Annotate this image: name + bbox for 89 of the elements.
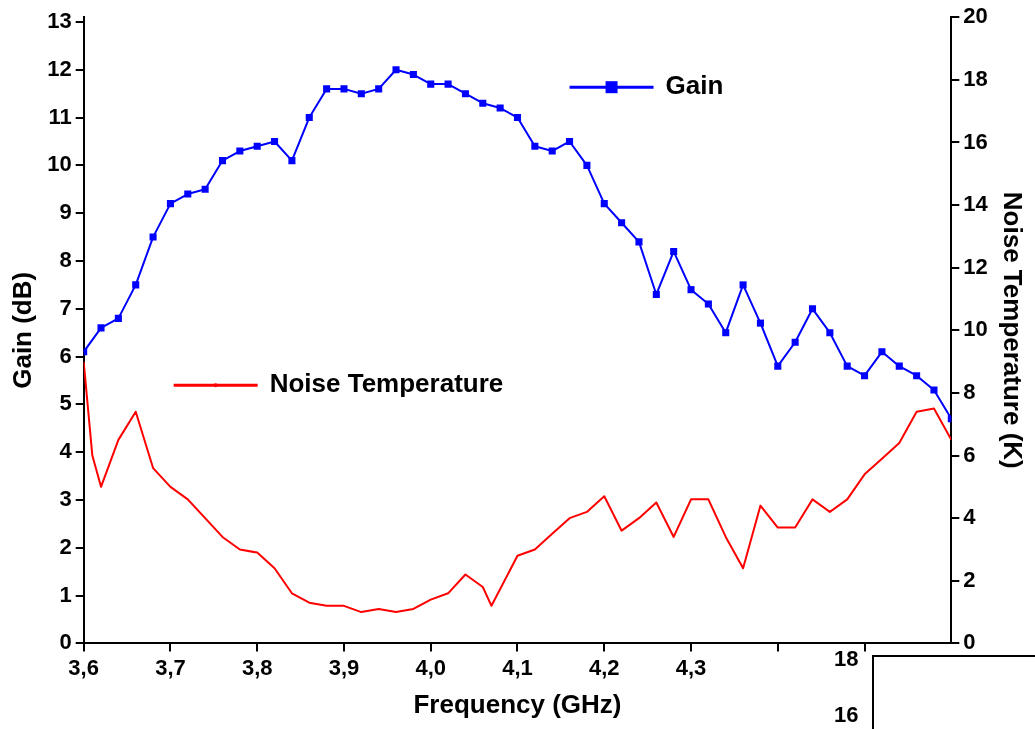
y2-tick-label: 8 bbox=[963, 378, 976, 404]
y-axis-title: Gain (dB) bbox=[6, 271, 37, 389]
x-tick-label: 4,1 bbox=[502, 654, 533, 680]
y-tick-label: 7 bbox=[59, 294, 72, 320]
point bbox=[913, 372, 921, 380]
y2-tick-label: 10 bbox=[963, 316, 988, 342]
y2-tick-label: 16 bbox=[963, 128, 988, 154]
point bbox=[427, 80, 435, 88]
y-tick-label: 0 bbox=[59, 629, 72, 655]
point bbox=[756, 319, 764, 327]
x-axis-title: Frequency (GHz) bbox=[413, 688, 622, 719]
point bbox=[288, 157, 296, 165]
y-tick-label: 11 bbox=[48, 103, 72, 129]
point bbox=[166, 200, 174, 208]
y-tick-label: 5 bbox=[59, 390, 72, 416]
text: 18 bbox=[834, 646, 859, 671]
y-tick-label: 1 bbox=[59, 581, 72, 607]
point bbox=[739, 281, 747, 289]
y-tick-label: 8 bbox=[59, 247, 72, 273]
point bbox=[444, 80, 452, 88]
y2-tick-label: 2 bbox=[963, 566, 976, 592]
point bbox=[808, 305, 817, 313]
point bbox=[618, 219, 626, 227]
point bbox=[826, 329, 834, 337]
point bbox=[305, 114, 313, 122]
point bbox=[566, 137, 574, 146]
point bbox=[878, 348, 886, 356]
point bbox=[375, 85, 383, 93]
point bbox=[201, 185, 209, 193]
y2-tick-label: 4 bbox=[963, 504, 977, 530]
x-tick-label: 3,7 bbox=[155, 654, 186, 680]
point bbox=[253, 142, 261, 150]
point bbox=[340, 85, 348, 93]
point bbox=[184, 190, 192, 198]
y2-tick-label: 14 bbox=[963, 191, 989, 217]
x-tick-label: 4,0 bbox=[415, 654, 447, 680]
point bbox=[132, 281, 140, 289]
x-tick-label: 3,9 bbox=[328, 654, 360, 680]
point bbox=[548, 147, 556, 155]
point bbox=[600, 200, 608, 208]
x-tick-label: 3,6 bbox=[68, 654, 99, 680]
point bbox=[635, 238, 643, 246]
point bbox=[704, 300, 712, 308]
legend-label: Gain bbox=[665, 70, 724, 101]
point bbox=[357, 90, 365, 98]
legend-label: Noise Temperature bbox=[269, 368, 504, 399]
point bbox=[236, 147, 244, 155]
point bbox=[861, 372, 869, 380]
point bbox=[409, 71, 417, 79]
y-tick-label: 3 bbox=[59, 486, 72, 512]
point bbox=[722, 329, 730, 337]
y-tick-label: 10 bbox=[47, 151, 72, 177]
y-tick-label: 2 bbox=[59, 533, 72, 559]
point bbox=[687, 286, 695, 294]
point bbox=[652, 290, 660, 298]
y-tick-label: 13 bbox=[47, 8, 72, 34]
point bbox=[323, 85, 331, 93]
point bbox=[930, 386, 938, 394]
point bbox=[513, 114, 522, 122]
point bbox=[670, 247, 678, 255]
y2-axis-title: Noise Temperature (K) bbox=[998, 191, 1029, 469]
point bbox=[479, 99, 487, 107]
point bbox=[531, 142, 539, 150]
x-tick-label: 3,8 bbox=[241, 654, 273, 680]
y-tick-label: 4 bbox=[59, 438, 73, 464]
point bbox=[843, 362, 851, 370]
point bbox=[895, 362, 903, 370]
point bbox=[496, 104, 504, 112]
point bbox=[774, 362, 782, 370]
x-tick-label: 4,2 bbox=[588, 654, 620, 680]
point bbox=[583, 161, 591, 169]
point bbox=[271, 137, 279, 146]
x-tick-label: 4,3 bbox=[675, 654, 707, 680]
y-tick-label: 9 bbox=[59, 199, 72, 225]
point bbox=[392, 66, 400, 74]
point bbox=[149, 233, 157, 241]
text: 16 bbox=[834, 702, 859, 727]
y2-tick-label: 0 bbox=[963, 629, 976, 655]
point bbox=[218, 157, 227, 165]
y2-tick-label: 18 bbox=[963, 65, 988, 91]
point bbox=[791, 338, 799, 346]
point bbox=[461, 90, 469, 98]
y2-tick-label: 12 bbox=[963, 253, 988, 279]
y-tick-label: 6 bbox=[59, 342, 72, 368]
y-tick-label: 12 bbox=[47, 55, 72, 81]
y2-tick-label: 20 bbox=[963, 3, 988, 29]
point bbox=[114, 314, 122, 322]
y2-tick-label: 6 bbox=[963, 441, 976, 467]
point bbox=[97, 324, 105, 332]
